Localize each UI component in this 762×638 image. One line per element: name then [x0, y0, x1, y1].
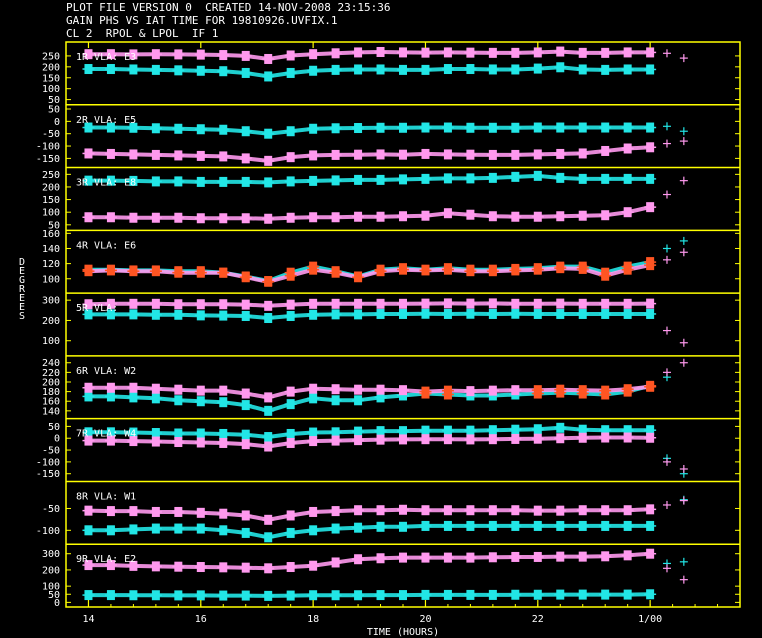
y-tick-label: 50 [48, 95, 60, 106]
header-line-2: GAIN PHS VS IAT TIME FOR 19810926.UVFIX.… [66, 14, 338, 27]
y-tick-label: 100 [42, 274, 60, 285]
x-axis-label: TIME (HOURS) [367, 627, 439, 638]
y-tick-label: -50 [42, 446, 60, 457]
y-tick-label: 50 [48, 590, 60, 601]
panel-label: 1R VLA: E3 [76, 52, 136, 63]
y-tick-label: 180 [42, 387, 60, 398]
y-tick-label: 0 [54, 117, 60, 128]
y-tick-label: 140 [42, 406, 60, 417]
header-line-3: CL 2 RPOL & LPOL IF 1 [66, 27, 219, 40]
y-tick-label: 200 [42, 565, 60, 576]
series-trace-rpol [88, 49, 651, 62]
y-tick-label: 0 [54, 434, 60, 445]
y-tick-label: 200 [42, 377, 60, 388]
y-tick-label: -150 [36, 469, 60, 480]
panel-label: 6R VLA: W2 [76, 366, 136, 377]
panel-label: 5R VLA: [76, 303, 118, 314]
panel-label: 9R VLA: E2 [76, 554, 136, 565]
x-tick-label: 20 [419, 614, 431, 625]
y-tick-label: 50 [48, 422, 60, 433]
y-tick-label: 240 [42, 358, 60, 369]
x-tick-label: 16 [195, 614, 207, 625]
y-tick-label: -100 [36, 142, 60, 153]
panel-label: 3R VLA: E8 [76, 178, 136, 189]
y-tick-label: 300 [42, 296, 60, 307]
y-tick-label: -100 [36, 457, 60, 468]
y-tick-label: -50 [42, 504, 60, 515]
y-tick-label: 200 [42, 316, 60, 327]
y-tick-label: 160 [42, 229, 60, 240]
y-tick-label: 220 [42, 368, 60, 379]
y-tick-label: 200 [42, 62, 60, 73]
y-tick-label: 140 [42, 244, 60, 255]
series-trace-lpol [88, 425, 651, 440]
y-tick-label: 100 [42, 208, 60, 219]
panel-label: 4R VLA: E6 [76, 240, 136, 251]
x-tick-label: 14 [82, 614, 94, 625]
y-tick-label: 50 [48, 220, 60, 231]
y-tick-label: 50 [48, 105, 60, 116]
series-trace-lpol [88, 523, 651, 540]
y-tick-label: 100 [42, 336, 60, 347]
y-tick-label: 250 [42, 170, 60, 181]
panel-label: 8R VLA: W1 [76, 491, 136, 502]
y-tick-label: 120 [42, 259, 60, 270]
y-tick-label: 250 [42, 51, 60, 62]
y-tick-label: -150 [36, 154, 60, 165]
y-tick-label: 160 [42, 397, 60, 408]
x-tick-label: 18 [307, 614, 319, 625]
panel-label: 7R VLA: W4 [76, 429, 136, 440]
y-tick-label: 150 [42, 195, 60, 206]
y-tick-label: -100 [36, 526, 60, 537]
y-tick-label: 200 [42, 182, 60, 193]
x-tick-label: 1/00 [638, 614, 662, 625]
y-tick-label: -50 [42, 129, 60, 140]
y-tick-label: 100 [42, 582, 60, 593]
panel-label: 2R VLA: E5 [76, 115, 136, 126]
header-line-1: PLOT FILE VERSION 0 CREATED 14-NOV-2008 … [66, 1, 391, 14]
y-tick-label: 150 [42, 73, 60, 84]
y-tick-label: 300 [42, 549, 60, 560]
series-trace-lpol [88, 65, 651, 79]
y-axis-label: DEGREES [17, 257, 28, 320]
y-tick-label: 100 [42, 84, 60, 95]
x-tick-label: 22 [532, 614, 544, 625]
y-tick-label: 0 [54, 598, 60, 609]
